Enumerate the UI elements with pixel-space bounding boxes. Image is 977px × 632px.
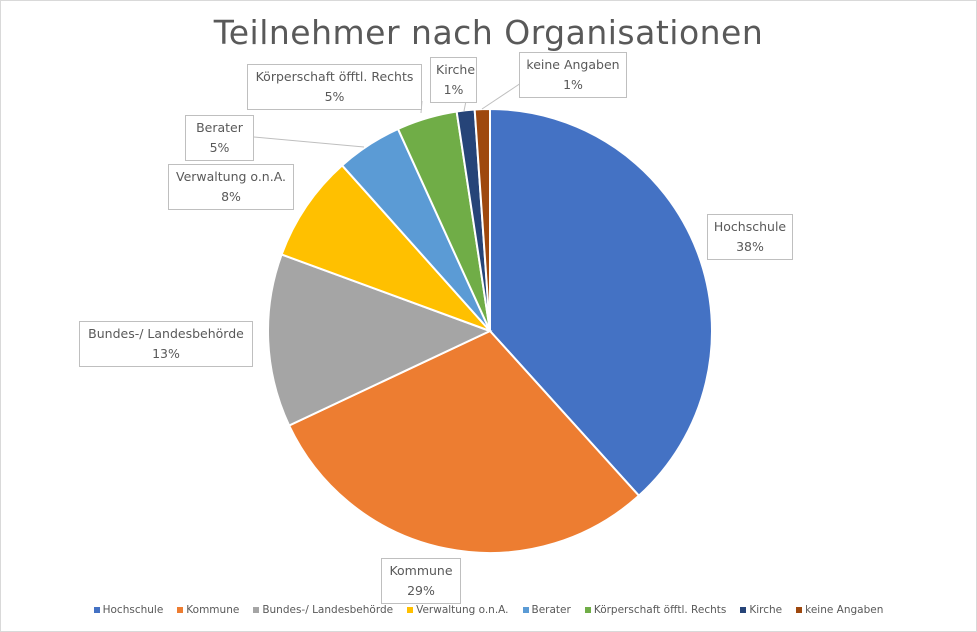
- legend-swatch: [522, 607, 529, 613]
- pie-slice: [489, 107, 713, 498]
- legend-swatch: [93, 607, 100, 613]
- legend-item: Kirche: [740, 604, 782, 616]
- data-label-value: 5%: [324, 89, 345, 104]
- legend-label: Verwaltung o.n.A.: [416, 604, 509, 616]
- legend-label: Kirche: [749, 604, 783, 616]
- data-label: Kommune 29%: [381, 558, 461, 604]
- legend: Hochschule Kommune Bundes-/ Landesbehörde V…: [1, 604, 976, 616]
- legend-label: Kommune: [186, 604, 240, 616]
- data-label: keine Angaben 1%: [519, 52, 627, 98]
- legend-swatch: [177, 607, 184, 613]
- data-label-category: keine Angaben: [526, 57, 620, 72]
- legend-item: Berater: [522, 604, 571, 616]
- data-label-category: Kirche: [436, 62, 476, 77]
- legend-item: Bundes-/ Landesbehörde: [253, 604, 393, 616]
- legend-item: Hochschule: [93, 604, 164, 616]
- leader-line: [481, 82, 522, 110]
- legend-swatch: [584, 607, 591, 613]
- legend-item: keine Angaben: [796, 604, 883, 616]
- legend-label: Körperschaft öfftl. Rechts: [593, 604, 727, 616]
- data-label: Bundes-/ Landesbehörde 13%: [79, 321, 253, 367]
- data-label-value: 8%: [221, 189, 241, 204]
- data-label: Kirche 1%: [430, 57, 477, 103]
- pie-slice: [287, 329, 641, 554]
- data-label-value: 29%: [407, 583, 435, 598]
- legend-item: Kommune: [177, 604, 239, 616]
- legend-label: Bundes-/ Landesbehörde: [262, 604, 394, 616]
- legend-label: Berater: [531, 604, 571, 616]
- chart-title: Teilnehmer nach Organisationen: [213, 13, 764, 52]
- data-label: Berater 5%: [185, 115, 254, 161]
- data-label: Hochschule 38%: [707, 214, 793, 260]
- data-label-value: 1%: [443, 82, 464, 97]
- legend-label: keine Angaben: [805, 604, 884, 616]
- data-label: Verwaltung o.n.A. 8%: [168, 164, 294, 210]
- legend-item: Verwaltung o.n.A.: [407, 604, 509, 616]
- pie-slice: [267, 253, 493, 427]
- data-label: Körperschaft öfftl. Rechts 5%: [247, 64, 422, 110]
- data-label-category: Körperschaft öfftl. Rechts: [255, 69, 414, 84]
- data-label-value: 1%: [563, 77, 583, 92]
- data-label-category: Bundes-/ Landesbehörde: [88, 326, 244, 341]
- data-label-category: Hochschule: [713, 219, 787, 234]
- data-label-category: Verwaltung o.n.A.: [175, 169, 287, 184]
- data-label-category: Kommune: [389, 563, 453, 578]
- legend-swatch: [407, 607, 414, 613]
- data-label-value: 38%: [736, 239, 764, 254]
- data-label-value: 5%: [209, 140, 230, 155]
- data-label-category: Berater: [196, 120, 243, 135]
- legend-swatch: [796, 607, 803, 613]
- legend-item: Körperschaft öfftl. Rechts: [584, 604, 727, 616]
- legend-label: Hochschule: [102, 604, 164, 616]
- leader-line: [253, 136, 365, 148]
- pie-slice: [280, 163, 491, 332]
- data-label-value: 13%: [152, 346, 180, 361]
- legend-swatch: [253, 607, 260, 613]
- legend-swatch: [740, 607, 747, 613]
